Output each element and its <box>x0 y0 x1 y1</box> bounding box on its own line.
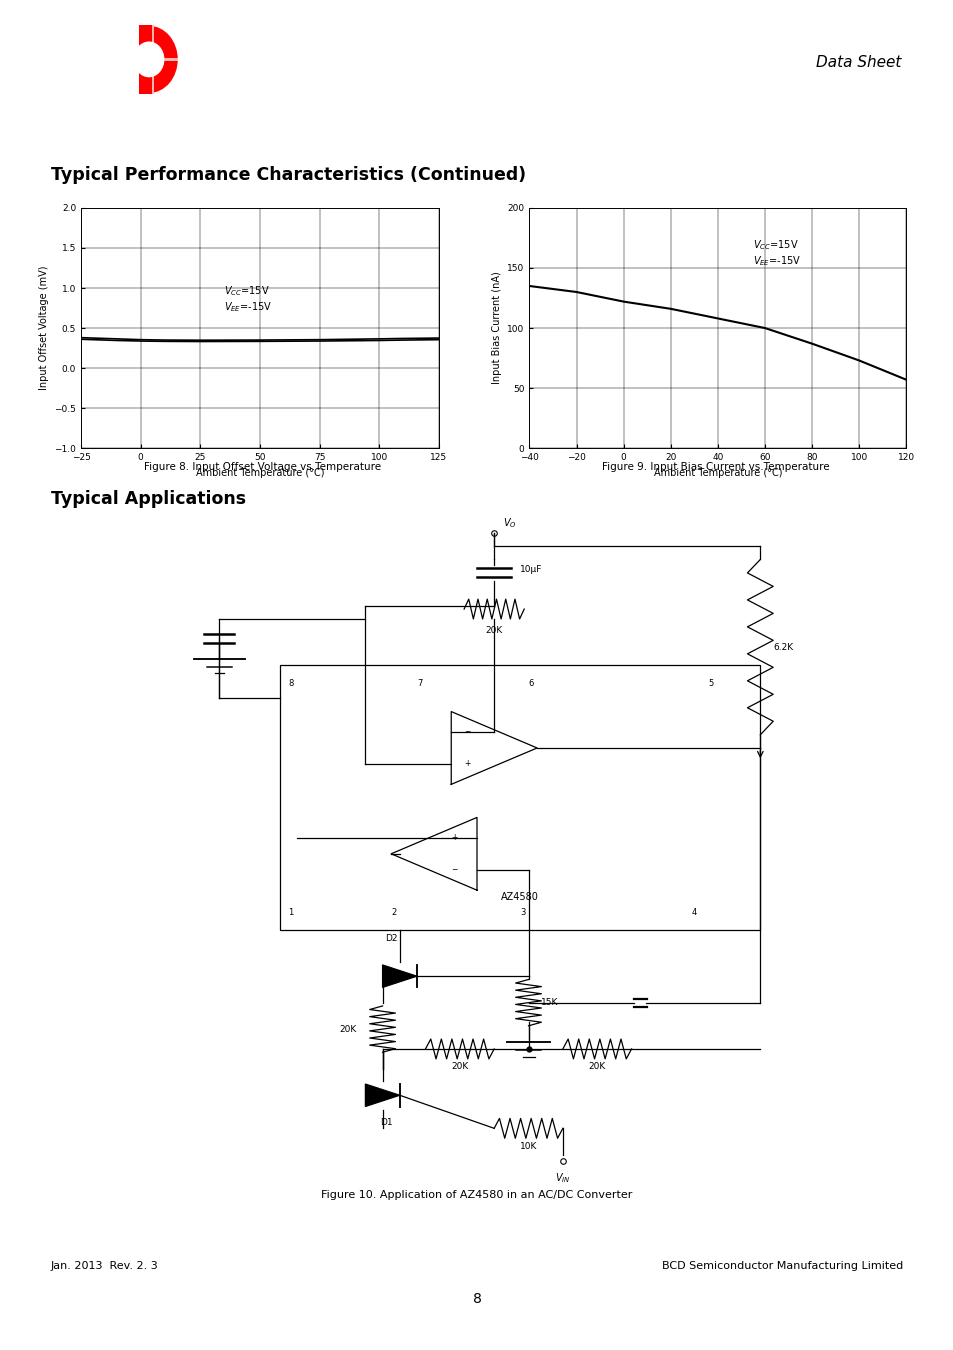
Bar <box>78 58 132 61</box>
Text: 20K: 20K <box>451 1062 468 1071</box>
Polygon shape <box>61 27 69 61</box>
X-axis label: Ambient Temperature (°C): Ambient Temperature (°C) <box>195 467 324 478</box>
Text: −: − <box>451 865 457 875</box>
Bar <box>60 59 74 95</box>
Text: Typical Performance Characteristics (Continued): Typical Performance Characteristics (Con… <box>51 166 525 185</box>
Text: DUAL LOW NOISE OPERATIONAL AMPLIFIERS: DUAL LOW NOISE OPERATIONAL AMPLIFIERS <box>58 128 391 142</box>
Text: $V_{IN}$: $V_{IN}$ <box>555 1172 570 1185</box>
Text: Figure 9. Input Bias Current vs.Temperature: Figure 9. Input Bias Current vs.Temperat… <box>601 462 828 472</box>
Text: Typical Applications: Typical Applications <box>51 490 246 509</box>
Text: −: − <box>463 728 470 737</box>
Text: Data Sheet: Data Sheet <box>816 54 901 70</box>
Text: +: + <box>451 833 457 842</box>
Text: Figure 8. Input Offset Voltage vs.Temperature: Figure 8. Input Offset Voltage vs.Temper… <box>144 462 380 472</box>
Text: $V_{CC}$=15V
$V_{EE}$=-15V: $V_{CC}$=15V $V_{EE}$=-15V <box>224 284 273 313</box>
Bar <box>60 26 74 62</box>
Bar <box>138 58 178 61</box>
Text: 8: 8 <box>472 1292 481 1305</box>
Text: $V_{CC}$=15V
$V_{EE}$=-15V: $V_{CC}$=15V $V_{EE}$=-15V <box>753 238 801 267</box>
Y-axis label: Input Bias Current (nA): Input Bias Current (nA) <box>492 271 501 385</box>
Text: 20K: 20K <box>588 1062 605 1071</box>
Bar <box>104 27 106 92</box>
Text: AZ4580: AZ4580 <box>500 892 538 902</box>
Y-axis label: Input Offset Voltage (mV): Input Offset Voltage (mV) <box>39 266 49 390</box>
Bar <box>45 20 139 99</box>
Circle shape <box>57 26 88 62</box>
Wedge shape <box>105 46 118 73</box>
Wedge shape <box>105 39 134 80</box>
Bar <box>69 24 71 94</box>
Bar <box>152 24 153 94</box>
Text: 20K: 20K <box>485 625 502 634</box>
Text: 2: 2 <box>391 907 396 917</box>
Polygon shape <box>61 59 69 95</box>
Bar <box>279 666 760 930</box>
Bar <box>138 24 154 94</box>
Text: 10μF: 10μF <box>519 564 541 574</box>
Text: Figure 10. Application of AZ4580 in an AC/DC Converter: Figure 10. Application of AZ4580 in an A… <box>321 1189 632 1200</box>
Text: BCD Semiconductor Manufacturing Limited: BCD Semiconductor Manufacturing Limited <box>661 1261 902 1272</box>
Text: 7: 7 <box>416 679 422 687</box>
Text: 4: 4 <box>691 907 697 917</box>
Circle shape <box>57 58 88 95</box>
Circle shape <box>134 42 164 77</box>
Bar <box>60 26 80 62</box>
Circle shape <box>91 42 119 77</box>
Text: 6: 6 <box>528 679 534 687</box>
Polygon shape <box>382 965 416 987</box>
Text: 5: 5 <box>708 679 714 687</box>
Text: 15K: 15K <box>541 998 558 1007</box>
Text: D2: D2 <box>384 934 397 944</box>
Bar <box>45 58 91 61</box>
Polygon shape <box>365 1084 399 1107</box>
Text: 10K: 10K <box>519 1142 537 1150</box>
Text: D1: D1 <box>380 1118 393 1127</box>
Text: AZ4580: AZ4580 <box>839 128 895 142</box>
Text: 6.2K: 6.2K <box>772 643 793 652</box>
Text: 8: 8 <box>288 679 294 687</box>
Bar <box>45 24 61 94</box>
X-axis label: Ambient Temperature (°C): Ambient Temperature (°C) <box>653 467 781 478</box>
Circle shape <box>78 28 132 90</box>
Text: +: + <box>463 760 470 768</box>
Text: $V_O$: $V_O$ <box>502 516 516 529</box>
Bar <box>45 57 65 62</box>
Text: Jan. 2013  Rev. 2. 3: Jan. 2013 Rev. 2. 3 <box>51 1261 158 1272</box>
Text: 1: 1 <box>288 907 294 917</box>
Text: 3: 3 <box>519 907 525 917</box>
Text: 20K: 20K <box>339 1025 356 1034</box>
Ellipse shape <box>94 43 115 76</box>
Circle shape <box>121 27 177 92</box>
